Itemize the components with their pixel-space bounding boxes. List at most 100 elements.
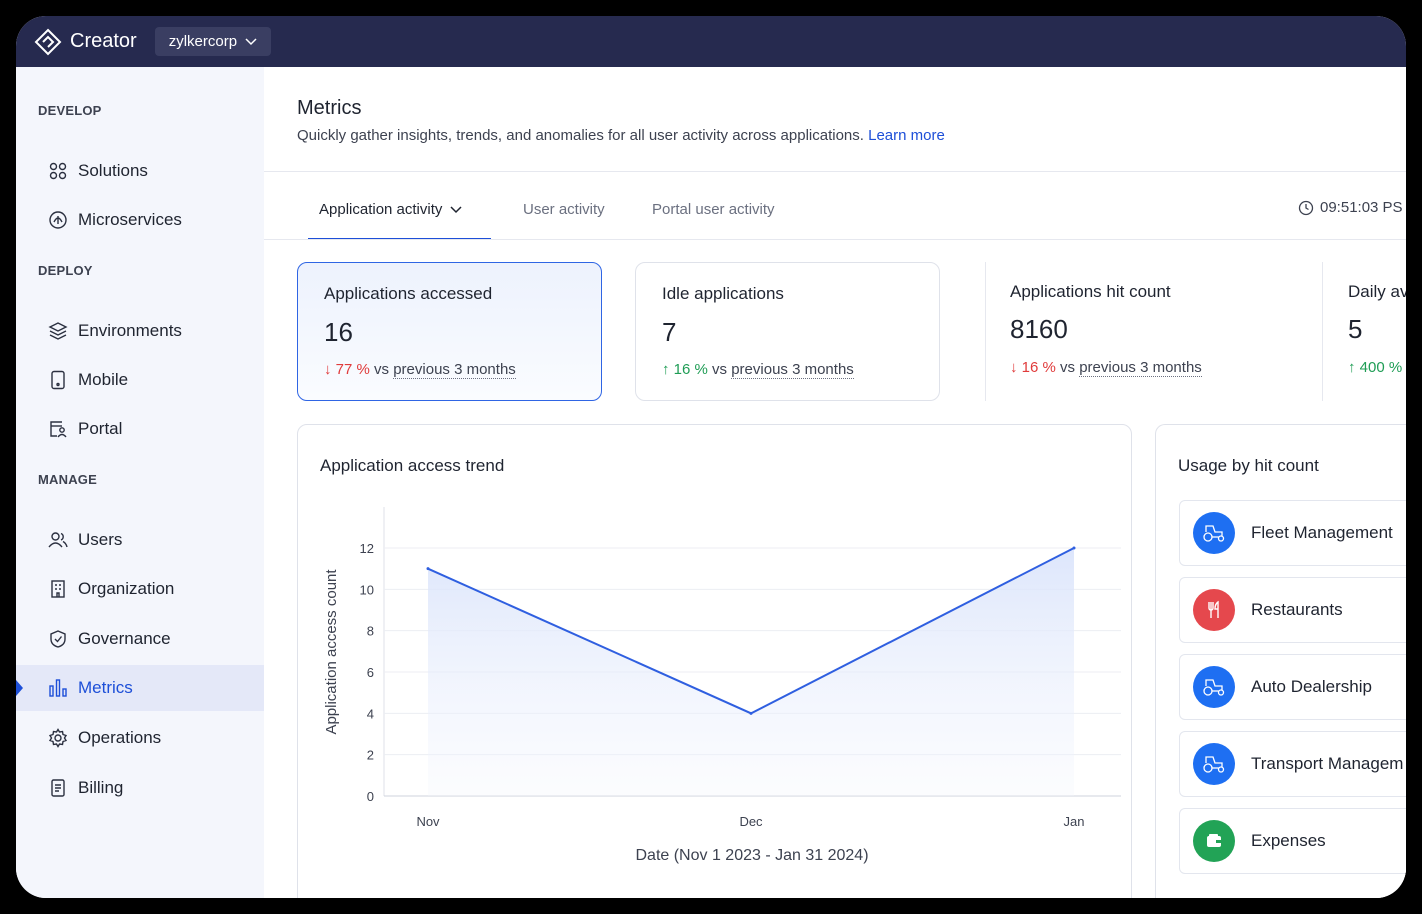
usage-item-label: Fleet Management bbox=[1251, 523, 1393, 542]
trend-up-arrow-icon: ↑ bbox=[662, 361, 670, 378]
sidebar-item-label: Users bbox=[78, 530, 123, 549]
y-tick-label: 10 bbox=[360, 582, 374, 597]
panel-title: Usage by hit count bbox=[1178, 456, 1319, 475]
sidebar-item-governance[interactable]: Governance bbox=[16, 616, 264, 662]
description-text: Quickly gather insights, trends, and ano… bbox=[297, 127, 864, 144]
page-title: Metrics bbox=[297, 97, 362, 119]
y-tick-label: 0 bbox=[367, 789, 374, 804]
sidebar-item-label: Microservices bbox=[78, 210, 182, 229]
sidebar-item-environments[interactable]: Environments bbox=[16, 308, 264, 354]
sidebar-item-operations[interactable]: Operations bbox=[16, 715, 264, 761]
series-area bbox=[428, 548, 1074, 796]
sidebar-item-mobile[interactable]: Mobile bbox=[16, 357, 264, 403]
usage-item-label: Transport Managem bbox=[1251, 754, 1404, 773]
header-divider bbox=[264, 171, 1406, 172]
stat-label: Applications hit count bbox=[1010, 282, 1171, 301]
stat-change: 400 % bbox=[1359, 359, 1403, 376]
stat-card-applications-accessed[interactable]: Applications accessed 16 ↓ 77 % vs previ… bbox=[297, 262, 602, 401]
y-tick-label: 12 bbox=[360, 541, 374, 556]
organization-icon bbox=[51, 580, 65, 598]
sidebar-item-label: Portal bbox=[78, 419, 123, 438]
stat-change: 77 % bbox=[335, 361, 370, 378]
stat-trend: ↑ 400 % bbox=[1348, 359, 1402, 376]
solutions-icon bbox=[49, 162, 67, 180]
stat-label: Applications accessed bbox=[324, 284, 493, 303]
sidebar-item-organization[interactable]: Organization bbox=[16, 566, 264, 612]
app-window: Creator zylkercorp DEVELOP Solutions Mic… bbox=[16, 16, 1406, 898]
stat-value: 16 bbox=[324, 317, 353, 347]
sidebar-item-label: Organization bbox=[78, 579, 175, 598]
access-trend-chart: 0 2 4 6 8 10 12 Nov Dec Jan Date (Nov 1 2023 - Jan… bbox=[323, 507, 1121, 864]
stat-applications-hit-count[interactable]: Applications hit count 8160 ↓ 16 % vs pr… bbox=[984, 262, 1314, 401]
stat-divider bbox=[1322, 262, 1323, 401]
y-tick-label: 6 bbox=[367, 665, 374, 680]
stat-trend: ↑ 16 % vs previous 3 months bbox=[662, 361, 854, 379]
stat-label: Daily av bbox=[1348, 282, 1406, 301]
app-logo[interactable]: Creator bbox=[34, 28, 137, 56]
sidebar: DEVELOP Solutions Microservices DEPLOY E… bbox=[16, 67, 264, 898]
data-point-dec bbox=[749, 711, 753, 715]
stat-trend: ↓ 16 % vs previous 3 months bbox=[1010, 359, 1202, 377]
x-tick-label: Jan bbox=[1064, 814, 1085, 829]
sidebar-item-label: Governance bbox=[78, 629, 171, 648]
usage-item-auto-dealership[interactable]: Auto Dealership bbox=[1179, 654, 1406, 720]
sidebar-item-users[interactable]: Users bbox=[16, 517, 264, 563]
sidebar-item-solutions[interactable]: Solutions bbox=[16, 148, 264, 194]
sidebar-item-microservices[interactable]: Microservices bbox=[16, 197, 264, 243]
sidebar-item-portal[interactable]: Portal bbox=[16, 406, 264, 452]
sidebar-item-label: Mobile bbox=[78, 370, 129, 389]
data-point-nov bbox=[426, 567, 430, 571]
stat-trend: ↓ 77 % vs previous 3 months bbox=[324, 361, 516, 379]
billing-icon bbox=[51, 779, 65, 797]
panel-title: Application access trend bbox=[320, 456, 505, 475]
usage-panel: Usage by hit count Fleet Management Rest… bbox=[1155, 424, 1406, 898]
users-icon bbox=[48, 532, 68, 548]
stat-period: previous 3 months bbox=[1079, 359, 1202, 377]
usage-item-transport-management[interactable]: Transport Managem bbox=[1179, 731, 1406, 797]
active-marker bbox=[16, 680, 23, 696]
tractor-icon bbox=[1193, 512, 1235, 554]
section-deploy: DEPLOY bbox=[38, 263, 93, 278]
access-trend-panel: Application access trend 0 2 4 6 8 10 12 Nov Dec… bbox=[297, 424, 1132, 898]
usage-item-label: Auto Dealership bbox=[1251, 677, 1372, 696]
org-name: zylkercorp bbox=[168, 33, 238, 50]
stat-change: 16 % bbox=[673, 361, 708, 378]
clock-icon bbox=[1298, 200, 1314, 215]
usage-item-restaurants[interactable]: Restaurants bbox=[1179, 577, 1406, 643]
usage-item-fleet-management[interactable]: Fleet Management bbox=[1179, 500, 1406, 566]
page-description: Quickly gather insights, trends, and ano… bbox=[297, 127, 945, 144]
sidebar-item-billing[interactable]: Billing bbox=[16, 765, 264, 811]
trend-down-arrow-icon: ↓ bbox=[1010, 359, 1018, 376]
tab-user-activity[interactable]: User activity bbox=[523, 201, 605, 218]
usage-item-label: Expenses bbox=[1251, 831, 1326, 850]
metrics-icon bbox=[49, 679, 67, 697]
sidebar-item-label: Environments bbox=[78, 321, 182, 340]
x-tick-label: Nov bbox=[416, 814, 440, 829]
section-develop: DEVELOP bbox=[38, 103, 102, 118]
tractor-icon bbox=[1193, 743, 1235, 785]
stat-vs: vs bbox=[712, 361, 728, 378]
tabs-divider bbox=[264, 239, 1406, 240]
stat-card-idle-applications[interactable]: Idle applications 7 ↑ 16 % vs previous 3… bbox=[635, 262, 940, 401]
x-tick-label: Dec bbox=[739, 814, 763, 829]
y-tick-label: 8 bbox=[367, 624, 374, 639]
tab-portal-user-activity[interactable]: Portal user activity bbox=[652, 201, 775, 218]
tab-application-activity[interactable]: Application activity bbox=[319, 201, 462, 218]
stat-label: Idle applications bbox=[662, 284, 784, 303]
sidebar-item-metrics[interactable]: Metrics bbox=[16, 665, 264, 711]
top-bar: Creator zylkercorp bbox=[16, 16, 1406, 67]
stat-vs: vs bbox=[1060, 359, 1076, 376]
wallet-icon bbox=[1193, 820, 1235, 862]
stat-value: 7 bbox=[662, 317, 677, 347]
learn-more-link[interactable]: Learn more bbox=[868, 127, 945, 144]
y-axis-title: Application access count bbox=[323, 569, 340, 735]
stat-daily-active[interactable]: Daily av 5 ↑ 400 % bbox=[1322, 262, 1406, 401]
stat-change: 16 % bbox=[1021, 359, 1056, 376]
usage-item-expenses[interactable]: Expenses bbox=[1179, 808, 1406, 874]
section-manage: MANAGE bbox=[38, 472, 97, 487]
operations-icon bbox=[48, 728, 68, 748]
org-selector[interactable]: zylkercorp bbox=[154, 27, 272, 56]
app-name: Creator bbox=[70, 30, 137, 52]
stat-period: previous 3 months bbox=[393, 361, 516, 379]
chevron-down-icon bbox=[245, 37, 257, 45]
